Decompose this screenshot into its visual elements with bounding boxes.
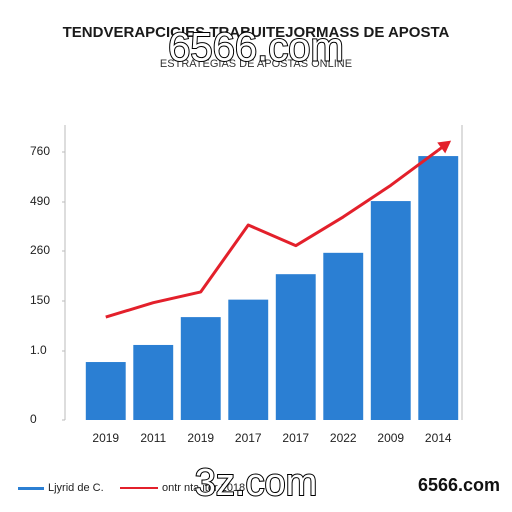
bar: [275, 274, 316, 420]
watermark: 6566.com: [168, 26, 344, 70]
chart-title: TENDVERAPCICIES TRABUITEJORMASS DE APOST…: [63, 24, 450, 41]
bar: [370, 201, 411, 420]
bar: [133, 344, 174, 420]
chart-subtitle: ESTRATEGIAS DE APOSTAS ONLINE: [160, 58, 352, 70]
x-tick-label: 2022: [330, 431, 357, 445]
bar: [228, 299, 269, 420]
x-tick-label: 2017: [235, 431, 262, 445]
x-tick-label: 2019: [92, 431, 119, 445]
y-tick-label: 490: [30, 194, 50, 208]
x-tick-label: 2011: [140, 431, 166, 445]
y-tick-label: 0: [30, 412, 37, 426]
bar: [323, 252, 364, 420]
bar: [180, 317, 221, 420]
legend-label: Ljyrid de C.: [48, 482, 104, 494]
bar: [418, 156, 459, 420]
watermark: 3z.com: [195, 462, 317, 504]
x-tick-label: 2017: [282, 431, 309, 445]
logo: 6566.com: [418, 475, 500, 495]
x-tick-label: 2014: [425, 431, 452, 445]
x-tick-label: 2019: [187, 431, 214, 445]
legend-label: ontr nta iter 2018: [162, 482, 245, 494]
legend-swatch: [18, 487, 44, 490]
line: [105, 148, 440, 319]
y-tick-label: 760: [30, 144, 50, 158]
x-tick-label: 2009: [377, 431, 404, 445]
bar: [85, 362, 126, 420]
y-tick-label: 1.0: [30, 343, 47, 357]
y-tick-label: 150: [30, 293, 50, 307]
arrow-head: [437, 140, 452, 154]
y-tick-label: 260: [30, 243, 50, 257]
